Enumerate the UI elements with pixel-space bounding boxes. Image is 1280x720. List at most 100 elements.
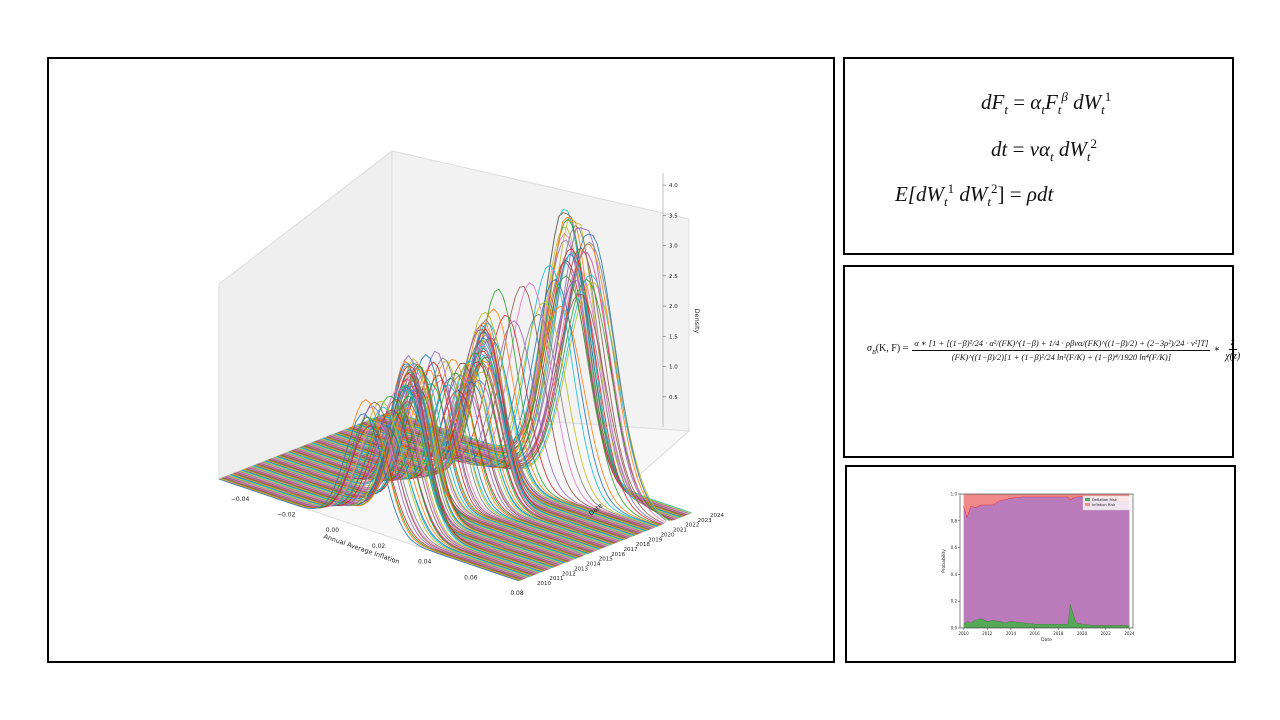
y-tick-label: 2022 (685, 523, 699, 529)
density-ridge-line (245, 372, 546, 571)
density-ridge-line (246, 386, 548, 571)
density-ridge-line (287, 374, 588, 555)
density-ridge-line (314, 352, 615, 545)
density-ridge-line (239, 409, 541, 574)
z-tick-label: 1.5 (669, 334, 678, 340)
formula-denominator: (FK)^((1−β)/2)[1 + (1−β)²/24 ln²(F/K) + … (951, 351, 1172, 362)
equation-line-3: E[dWt1 dWt2] = ρdt (895, 181, 1054, 210)
y-tick-label: 2013 (574, 566, 588, 572)
density-ridge-line (221, 416, 522, 581)
y-tick-label: 0.6 (951, 545, 958, 550)
density-ridge-line (230, 425, 531, 577)
y-tick-label: 2021 (673, 528, 687, 534)
density-ridge-line (249, 378, 550, 570)
equation-line-1: dFt = αtFtβ dWt1 (981, 89, 1112, 118)
density-ridge-line (303, 389, 604, 549)
legend-swatch (1085, 498, 1090, 501)
legend-swatch (1085, 503, 1090, 506)
density-ridge-line (223, 405, 524, 580)
density-ridge-line (267, 365, 568, 563)
density-ridge-line (278, 391, 579, 559)
density-ridge-line (243, 407, 544, 572)
density-ridge-line (228, 400, 529, 578)
density-ridge-line (250, 365, 551, 570)
y-tick-label: 2012 (562, 571, 576, 577)
risk-probability-chart: 2010 2012 2014 2016 2018 2020 2022 2024 0.0 0.2 0.… (941, 492, 1135, 644)
y-tick-label: 2016 (611, 552, 625, 558)
density-ridge-line (247, 400, 549, 571)
density-ridge-line (225, 421, 527, 579)
density-ridge-line (285, 365, 586, 556)
y-tick-label: 2014 (586, 562, 600, 568)
density-ridge-line (329, 356, 630, 539)
stacked-areas (963, 494, 1130, 628)
density-ridge-line (265, 390, 566, 564)
density-ridge-line (274, 379, 575, 560)
equation-line-2: dt = vαt dWt2 (991, 136, 1098, 165)
z-tick-label: 4.0 (669, 183, 678, 189)
density-ridge-line (256, 384, 557, 567)
density-ridge-line (295, 379, 596, 552)
x-tick-label: 0.04 (418, 559, 432, 566)
density-ridge-line (224, 401, 525, 580)
stacked-area-1 (963, 496, 1130, 626)
x-tick-label: −0.04 (231, 496, 250, 503)
y-tick-label: 2018 (636, 542, 650, 548)
y-tick-label: 2020 (661, 532, 675, 538)
density-ridge-line (327, 334, 629, 539)
density-ridge-line (235, 419, 536, 576)
implied-vol-formula-panel: σB(K, F) = α ∗ [1 + [(1−β)²/24 · α²/(FK)… (843, 265, 1240, 458)
density-ridge-line (286, 386, 587, 555)
density-ridge-line (291, 361, 593, 553)
density-3d-panel: −0.04 −0.02 0.00 0.02 0.04 0.06 0.08 Annual Ave… (47, 57, 835, 663)
density-ridge-line (317, 362, 618, 543)
z-tick-label: 1.0 (669, 365, 678, 371)
x-tick-label: 2012 (982, 631, 993, 636)
x-tick-label: 2016 (1030, 631, 1041, 636)
density-ridge-line (388, 233, 689, 515)
x-tick-label: 0.08 (510, 590, 524, 597)
back-wall-right (391, 150, 690, 432)
x-tick-label: 2022 (1101, 631, 1112, 636)
density-ridge-line (257, 377, 558, 567)
z-tick-label: 3.5 (669, 213, 678, 219)
density-ridge-line (309, 362, 610, 546)
density-ridge-line (229, 406, 530, 578)
y-axis-label: Probability (941, 549, 947, 573)
implied-vol-formula: σB(K, F) = α ∗ [1 + [(1−β)²/24 · α²/(FK)… (867, 337, 1241, 362)
density-ridge-line (220, 399, 521, 581)
ridge-lines (218, 208, 693, 582)
z-tick-label: 0.5 (669, 395, 678, 401)
z-tick-label: 2.5 (669, 274, 678, 280)
density-ridge-line (302, 372, 603, 549)
density-ridge-line (281, 385, 582, 557)
x-tick-label: 0.00 (326, 527, 340, 534)
formula-numerator: α ∗ [1 + [(1−β)²/24 · α²/(FK)^(1−β) + 1/… (912, 338, 1211, 351)
x-axis-label: Date (1041, 637, 1052, 643)
density-ridge-line (231, 413, 532, 577)
stacked-axes: 2010 2012 2014 2016 2018 2020 2022 2024 0.0 0.2 0.… (941, 492, 1135, 644)
y-tick-label: 0.4 (951, 572, 958, 577)
y-tick-label: 0.0 (951, 626, 958, 631)
y-tick-label: 0.8 (951, 518, 958, 523)
y-tick-label: 2011 (549, 576, 563, 582)
density-ridge-line (288, 353, 589, 555)
density-ridge-line (293, 350, 594, 553)
sabr-equations-panel: dFt = αtFtβ dWt1 dt = vαt dWt2 E[dWt1 dW… (843, 57, 1234, 255)
density-ridge-line (258, 354, 559, 566)
z-axis-label: Density (693, 309, 701, 334)
density-ridge-line (297, 361, 599, 551)
x-tick-label: 0.02 (372, 543, 386, 550)
y-tick-label: 2019 (648, 537, 662, 543)
x-tick-label: −0.02 (277, 512, 296, 519)
x-tick-label: 2010 (958, 631, 969, 636)
y-tick-label: 2024 (710, 513, 724, 519)
x-tick-label: 0.06 (464, 574, 478, 581)
legend-entry: Deflation Risk (1092, 498, 1118, 502)
z-tick-label: 2.0 (669, 304, 678, 310)
density-ridge-line (254, 360, 556, 568)
z-tick-label: 3.0 (669, 244, 678, 250)
density-ridge-line (322, 345, 623, 541)
density-ridge-line (262, 358, 564, 565)
